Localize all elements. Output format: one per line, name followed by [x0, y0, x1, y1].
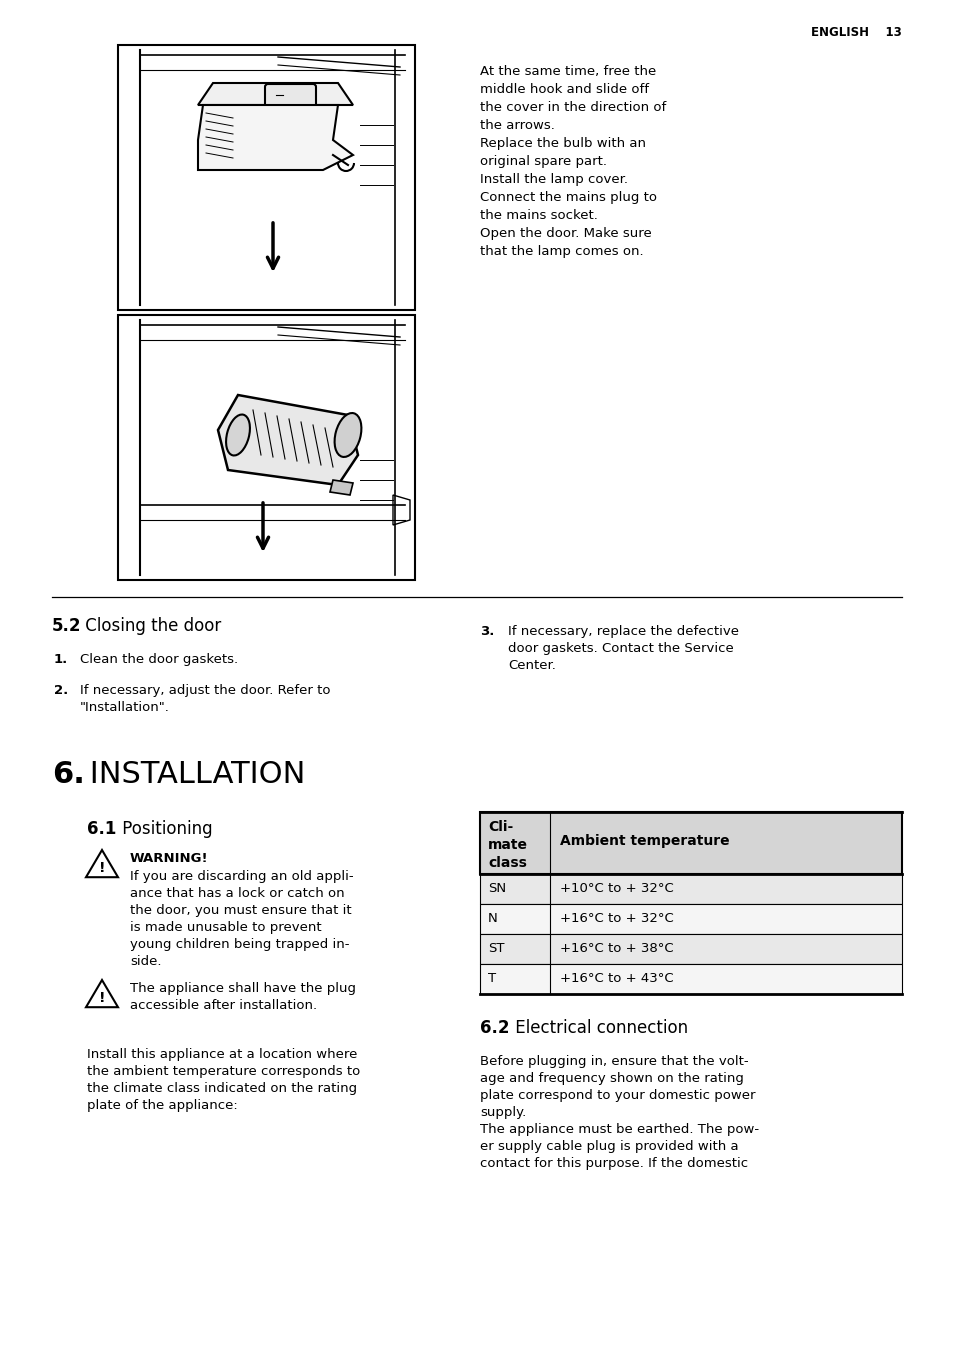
Text: 1.: 1.	[54, 653, 69, 667]
Text: middle hook and slide off: middle hook and slide off	[479, 82, 648, 96]
Text: Cli-
mate
class: Cli- mate class	[488, 821, 527, 869]
Text: !: !	[99, 991, 105, 1005]
Text: 5.2: 5.2	[52, 617, 81, 635]
Text: If necessary, replace the defective: If necessary, replace the defective	[507, 625, 739, 638]
Text: ST: ST	[488, 942, 504, 956]
Text: young children being trapped in-: young children being trapped in-	[130, 938, 349, 950]
Text: er supply cable plug is provided with a: er supply cable plug is provided with a	[479, 1140, 738, 1153]
Text: The appliance must be earthed. The pow-: The appliance must be earthed. The pow-	[479, 1124, 759, 1136]
Text: Closing the door: Closing the door	[80, 617, 221, 635]
Bar	[479, 813, 901, 873]
Text: side.: side.	[130, 955, 161, 968]
Text: T: T	[488, 972, 496, 986]
Text: WARNING!: WARNING!	[130, 852, 209, 865]
Text: age and frequency shown on the rating: age and frequency shown on the rating	[479, 1072, 743, 1086]
Text: If you are discarding an old appli-: If you are discarding an old appli-	[130, 869, 354, 883]
FancyBboxPatch shape	[265, 84, 315, 124]
Text: SN: SN	[488, 883, 506, 895]
Bar	[118, 45, 415, 310]
Polygon shape	[198, 82, 353, 105]
Text: INSTALLATION: INSTALLATION	[80, 760, 305, 790]
Text: 3.: 3.	[479, 625, 494, 638]
Bar	[118, 315, 415, 580]
Text: 6.: 6.	[52, 760, 85, 790]
Text: that the lamp comes on.: that the lamp comes on.	[479, 245, 643, 258]
Text: plate correspond to your domestic power: plate correspond to your domestic power	[479, 1088, 755, 1102]
Text: the ambient temperature corresponds to: the ambient temperature corresponds to	[87, 1065, 360, 1078]
Text: the mains socket.: the mains socket.	[479, 210, 598, 222]
Text: plate of the appliance:: plate of the appliance:	[87, 1099, 237, 1111]
Text: Install this appliance at a location where: Install this appliance at a location whe…	[87, 1048, 357, 1061]
Text: Before plugging in, ensure that the volt-: Before plugging in, ensure that the volt…	[479, 1055, 748, 1068]
Bar	[479, 964, 901, 994]
Text: Clean the door gaskets.: Clean the door gaskets.	[80, 653, 238, 667]
Text: 6.1: 6.1	[87, 821, 116, 838]
Text: +16°C to + 43°C: +16°C to + 43°C	[559, 972, 673, 986]
Text: 2.: 2.	[54, 684, 69, 698]
Text: the climate class indicated on the rating: the climate class indicated on the ratin…	[87, 1082, 356, 1095]
Bar	[479, 934, 901, 964]
Text: the arrows.: the arrows.	[479, 119, 555, 132]
Text: Ambient temperature: Ambient temperature	[559, 834, 729, 848]
Text: the cover in the direction of: the cover in the direction of	[479, 101, 665, 114]
Polygon shape	[198, 105, 353, 170]
Text: the door, you must ensure that it: the door, you must ensure that it	[130, 904, 352, 917]
Text: 6.2: 6.2	[479, 1019, 509, 1037]
Text: Open the door. Make sure: Open the door. Make sure	[479, 227, 651, 241]
Text: Positioning: Positioning	[117, 821, 213, 838]
Text: Replace the bulb with an: Replace the bulb with an	[479, 137, 645, 150]
Text: !: !	[99, 861, 105, 875]
Text: Electrical connection: Electrical connection	[510, 1019, 687, 1037]
Text: contact for this purpose. If the domestic: contact for this purpose. If the domesti…	[479, 1157, 747, 1169]
Text: At the same time, free the: At the same time, free the	[479, 65, 656, 78]
Text: Install the lamp cover.: Install the lamp cover.	[479, 173, 627, 187]
Text: N: N	[488, 913, 497, 926]
Text: is made unusable to prevent: is made unusable to prevent	[130, 921, 321, 934]
Polygon shape	[330, 480, 353, 495]
Bar	[479, 873, 901, 904]
Text: ENGLISH    13: ENGLISH 13	[810, 26, 901, 39]
Text: If necessary, adjust the door. Refer to: If necessary, adjust the door. Refer to	[80, 684, 330, 698]
Text: Center.: Center.	[507, 658, 556, 672]
Text: +16°C to + 32°C: +16°C to + 32°C	[559, 913, 673, 926]
Text: +10°C to + 32°C: +10°C to + 32°C	[559, 883, 673, 895]
Text: "Installation".: "Installation".	[80, 700, 170, 714]
Text: ance that has a lock or catch on: ance that has a lock or catch on	[130, 887, 344, 900]
Polygon shape	[218, 395, 357, 485]
Text: original spare part.: original spare part.	[479, 155, 606, 168]
Ellipse shape	[226, 415, 250, 456]
Text: +16°C to + 38°C: +16°C to + 38°C	[559, 942, 673, 956]
Text: accessible after installation.: accessible after installation.	[130, 999, 316, 1013]
Text: Connect the mains plug to: Connect the mains plug to	[479, 191, 657, 204]
Text: The appliance shall have the plug: The appliance shall have the plug	[130, 982, 355, 995]
Bar	[479, 904, 901, 934]
Text: supply.: supply.	[479, 1106, 526, 1119]
Ellipse shape	[335, 412, 361, 457]
Text: door gaskets. Contact the Service: door gaskets. Contact the Service	[507, 642, 733, 654]
